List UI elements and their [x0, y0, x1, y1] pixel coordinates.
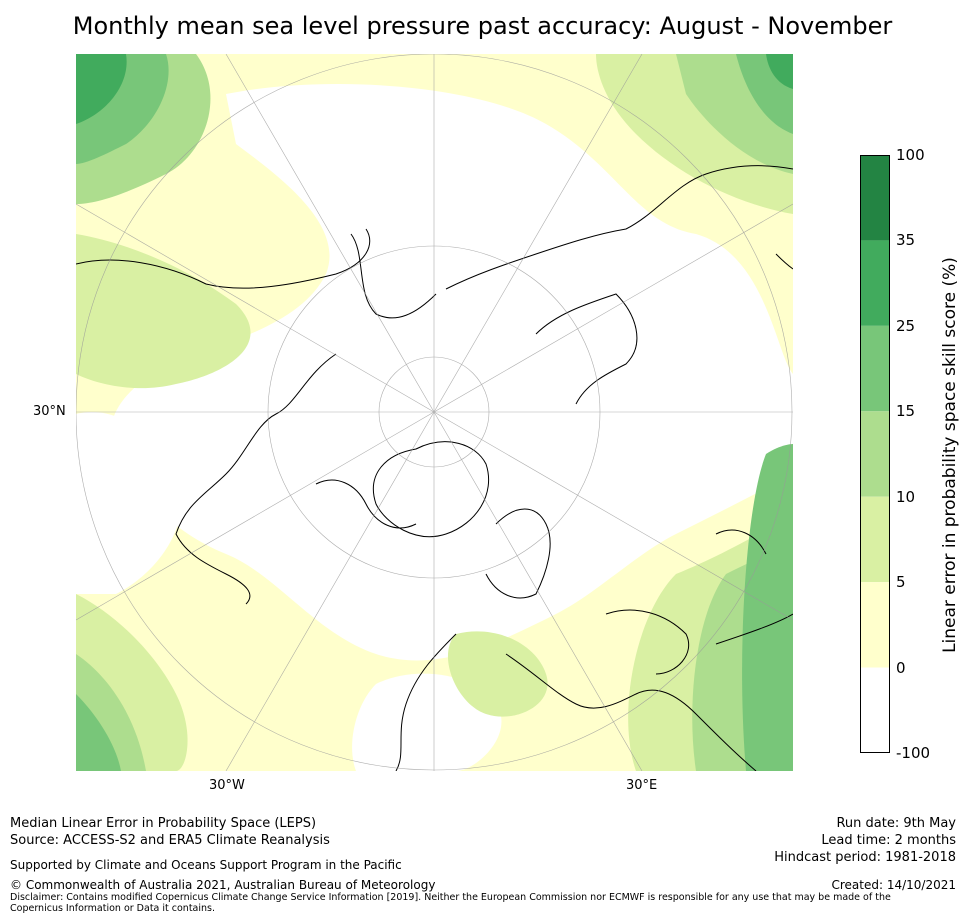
- colorbar-segment: [860, 240, 890, 326]
- colorbar-tick-label: 10: [896, 487, 916, 506]
- polar-map: [76, 54, 793, 771]
- footer-hindcast: Hindcast period: 1981-2018: [774, 850, 956, 865]
- colorbar-segment: [860, 582, 890, 668]
- colorbar-tick-label: 35: [896, 231, 916, 250]
- skill-region-15-25: [76, 694, 121, 771]
- footer-run-date: Run date: 9th May: [836, 816, 956, 831]
- scandinavia-coast: [485, 508, 551, 599]
- skill-region-25-35: [766, 54, 793, 89]
- footer-disclaimer: Disclaimer: Contains modified Copernicus…: [10, 892, 891, 914]
- europe-coast: [395, 633, 457, 771]
- colorbar-segment: [860, 496, 890, 583]
- colorbar-title: Linear error in probability space skill …: [940, 257, 960, 653]
- greenland-coast: [372, 441, 490, 538]
- coastlines: [76, 165, 793, 771]
- graticule-label-30n: 30°N: [33, 404, 66, 419]
- graticule: [76, 54, 793, 771]
- colorbar-tick-label: 0: [896, 658, 906, 677]
- footer-lead-time: Lead time: 2 months: [821, 833, 956, 848]
- colorbar-segment: [860, 155, 890, 241]
- footer-leps: Median Linear Error in Probability Space…: [10, 816, 317, 831]
- colorbar-segment: [860, 325, 890, 412]
- skill-region-white: [76, 412, 182, 594]
- footer-source: Source: ACCESS-S2 and ERA5 Climate Reana…: [10, 833, 330, 848]
- skill-region-15-25: [742, 444, 793, 771]
- colorbar: [860, 155, 890, 753]
- skill-region-25-35: [76, 54, 127, 124]
- colorbar-tick-label: 25: [896, 316, 916, 335]
- colorbar-tick-label: 100: [896, 146, 925, 164]
- colorbar-tick-label: 5: [896, 573, 906, 592]
- skill-region-5-10: [76, 234, 251, 389]
- skill-region-white: [110, 84, 793, 661]
- colorbar-tick-label: 15: [896, 402, 916, 421]
- colorbar-segment: [860, 411, 890, 497]
- colorbar-tick-label: -100: [896, 744, 931, 762]
- footer-created: Created: 14/10/2021: [831, 878, 956, 892]
- skill-region-5-10: [447, 631, 548, 717]
- graticule-label-30e: 30°E: [626, 778, 658, 793]
- graticule-label-30w: 30°W: [209, 778, 245, 793]
- footer-supported: Supported by Climate and Oceans Support …: [10, 858, 402, 872]
- colorbar-segment: [860, 667, 890, 753]
- page-title: Monthly mean sea level pressure past acc…: [72, 12, 893, 40]
- footer-copyright: © Commonwealth of Australia 2021, Austra…: [10, 878, 436, 892]
